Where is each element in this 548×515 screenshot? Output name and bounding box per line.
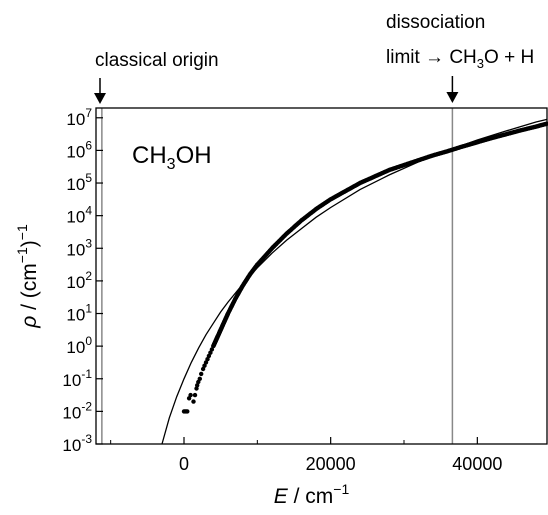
y-axis-title-unit1: / (cm (18, 263, 41, 316)
y-tick-base: 10 (66, 110, 85, 129)
y-axis-title-unit2: ) (18, 240, 41, 247)
data-point (199, 371, 204, 377)
y-tick-base: 10 (62, 403, 81, 422)
x-tick-label: 40000 (452, 454, 502, 474)
classical-origin-label: classical origin (95, 50, 219, 71)
data-point (202, 363, 207, 368)
x-tick-label: 0 (179, 454, 189, 474)
dissociation-limit-arrow (446, 76, 459, 103)
reference-lines (101, 108, 454, 444)
data-point (205, 357, 210, 362)
x-tick-label: 20000 (306, 454, 356, 474)
data-point (188, 392, 193, 398)
y-axis-title-sup1: −1 (14, 247, 30, 263)
y-tick-exponent: -2 (81, 399, 92, 413)
y-tick-exponent: 5 (85, 171, 92, 185)
y-tick-label: 105 (66, 171, 92, 194)
molecule-label-pre: CH (132, 142, 167, 169)
y-tick-exponent: 7 (85, 106, 92, 120)
y-axis-title-sup2: −1 (14, 224, 30, 240)
y-tick-base: 10 (62, 371, 81, 390)
dissociation-label-line2: limit → CH3O + H (386, 47, 534, 71)
y-tick-label: 104 (66, 204, 92, 227)
dissociation-label-line2-pre: limit → CH (386, 47, 477, 68)
y-tick-label: 10-2 (62, 399, 92, 422)
x-axis-title-var: E (274, 485, 289, 508)
data-point (208, 350, 213, 355)
reference-curve (161, 118, 548, 445)
data-point (209, 347, 215, 352)
plot-frame (95, 107, 548, 445)
y-tick-base: 10 (66, 273, 85, 292)
molecule-label: CH3OH (132, 142, 212, 173)
y-tick-base: 10 (66, 208, 85, 227)
data-point (185, 409, 190, 414)
y-tick-exponent: -3 (81, 432, 92, 446)
molecule-label-sub: 3 (167, 156, 176, 173)
dissociation-label-line2-sub: 3 (477, 56, 484, 71)
x-axis-ticks: 0 20000 40000 (110, 437, 502, 474)
data-point (192, 392, 198, 398)
molecule-label-post: OH (176, 142, 212, 169)
y-tick-label: 100 (66, 334, 92, 357)
y-tick-label: 106 (66, 138, 92, 161)
y-tick-base: 10 (66, 338, 85, 357)
y-tick-base: 10 (66, 306, 85, 325)
y-tick-label: 107 (66, 106, 92, 129)
y-tick-exponent: 4 (85, 204, 92, 218)
dissociation-label-line2-post: O + H (484, 47, 534, 68)
y-axis-title: ρ / (cm−1)−1 (14, 224, 41, 329)
y-tick-label: 10-3 (62, 432, 92, 455)
data-point (200, 366, 206, 372)
y-tick-label: 101 (66, 302, 92, 325)
data-point (191, 399, 196, 404)
y-tick-exponent: -1 (81, 367, 92, 381)
y-tick-exponent: 3 (85, 236, 92, 250)
classical-origin-arrow (94, 78, 106, 104)
y-tick-label: 10-1 (62, 367, 92, 390)
x-axis-title-unit: / cm (288, 485, 334, 508)
y-tick-base: 10 (66, 142, 85, 161)
y-tick-base: 10 (66, 175, 85, 194)
y-tick-exponent: 1 (85, 302, 92, 316)
data-points (181, 121, 548, 414)
data-point (197, 376, 202, 381)
y-tick-base: 10 (66, 240, 85, 259)
x-axis-title-sup: −1 (333, 481, 349, 497)
y-tick-exponent: 2 (85, 269, 92, 283)
y-axis-title-var: ρ (18, 316, 41, 329)
y-tick-exponent: 0 (85, 334, 92, 348)
y-tick-label: 103 (66, 236, 92, 259)
y-tick-label: 102 (66, 269, 92, 292)
x-axis-title: E / cm−1 (274, 481, 350, 508)
dissociation-label-line1: dissociation (386, 12, 485, 33)
y-tick-exponent: 6 (85, 138, 92, 152)
y-tick-base: 10 (62, 436, 81, 455)
